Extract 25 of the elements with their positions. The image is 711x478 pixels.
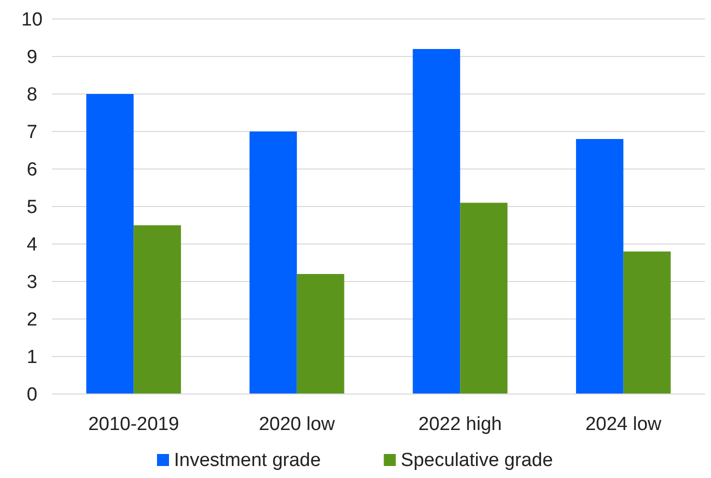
x-tick-label: 2010-2019 [88, 414, 180, 435]
bar [296, 274, 344, 394]
y-tick-label: 1 [26, 347, 38, 368]
y-tick-label: 2 [26, 310, 38, 331]
legend-label: Speculative grade [400, 450, 553, 471]
bar [623, 252, 671, 394]
y-tick-label: 5 [26, 197, 38, 218]
bar [250, 132, 297, 394]
y-tick-label: 4 [26, 234, 38, 256]
bar [134, 225, 181, 394]
bar [460, 202, 508, 394]
y-tick-label: 7 [26, 122, 38, 144]
legend-label: Investment grade [174, 450, 321, 471]
y-tick-label: 3 [26, 272, 38, 294]
y-tick-label: 10 [21, 10, 43, 31]
bar [412, 49, 460, 394]
bar [576, 139, 624, 394]
x-tick-label: 2024 low [585, 414, 662, 435]
y-tick-label: 0 [26, 384, 38, 406]
bar [86, 94, 134, 394]
y-tick-label: 6 [26, 160, 38, 181]
y-tick-label: 8 [26, 84, 38, 106]
x-tick-label: 2020 low [258, 414, 336, 435]
x-tick-label: 2022 high [418, 414, 502, 435]
y-tick-label: 9 [26, 47, 38, 68]
